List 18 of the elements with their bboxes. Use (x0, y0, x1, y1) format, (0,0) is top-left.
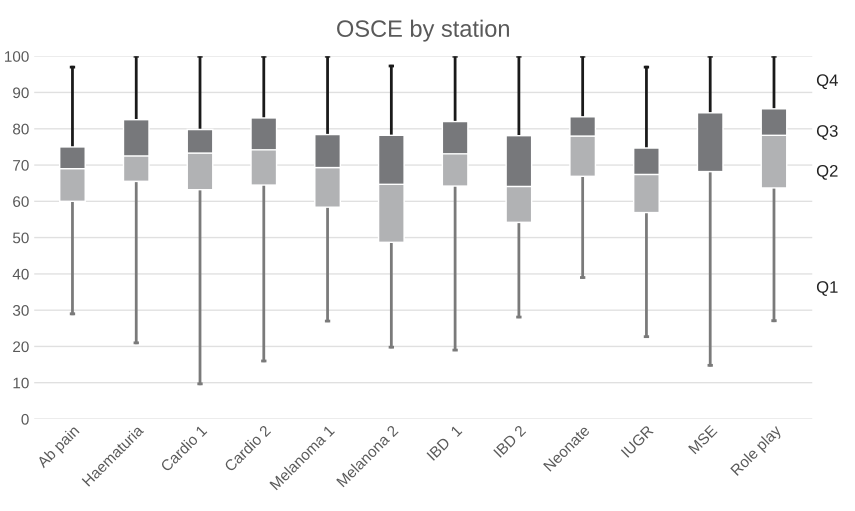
y-tick-label: 0 (21, 414, 29, 425)
text: Q1 (816, 281, 838, 296)
text: Q2 (816, 164, 838, 180)
text: Q3 (816, 125, 838, 140)
y-tick-label: 90 (13, 87, 29, 98)
chart-title: OSCE by station (337, 20, 509, 42)
y-tick-label: 60 (13, 196, 29, 208)
y-tick-label: 30 (12, 305, 29, 316)
y-tick-label: 100 (5, 51, 29, 62)
y-tick-label: 50 (12, 232, 29, 244)
y-tick-label: 20 (13, 341, 29, 352)
text: Q4 (816, 74, 838, 90)
y-tick-label: 70 (13, 160, 29, 171)
y-tick-label: 10 (14, 378, 29, 388)
x-tick-label: IBD 2 (493, 424, 526, 458)
y-tick-label: 80 (13, 124, 29, 134)
x-tick-label: IBD 1 (426, 424, 462, 461)
y-tick-label: 40 (12, 268, 29, 280)
